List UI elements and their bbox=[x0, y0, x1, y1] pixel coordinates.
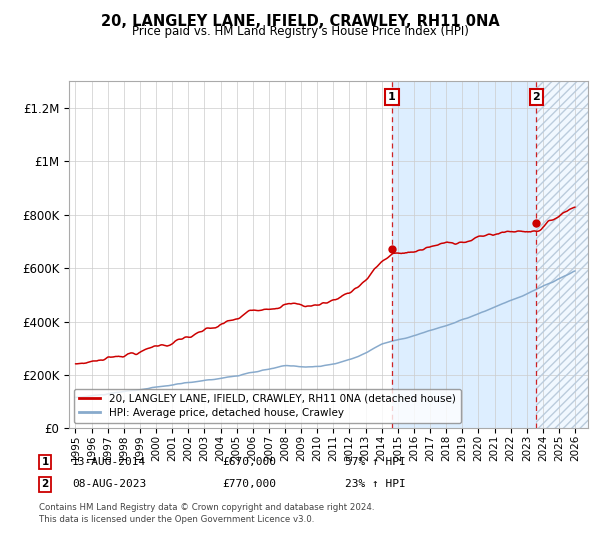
Text: £670,000: £670,000 bbox=[222, 457, 276, 467]
Bar bbox=[536, 81, 600, 428]
Text: 23% ↑ HPI: 23% ↑ HPI bbox=[345, 479, 406, 489]
Text: 57% ↑ HPI: 57% ↑ HPI bbox=[345, 457, 406, 467]
Text: This data is licensed under the Open Government Licence v3.0.: This data is licensed under the Open Gov… bbox=[39, 515, 314, 524]
Text: 2: 2 bbox=[533, 92, 541, 102]
Text: 13-AUG-2014: 13-AUG-2014 bbox=[72, 457, 146, 467]
Text: 20, LANGLEY LANE, IFIELD, CRAWLEY, RH11 0NA: 20, LANGLEY LANE, IFIELD, CRAWLEY, RH11 … bbox=[101, 14, 499, 29]
Text: 1: 1 bbox=[388, 92, 395, 102]
Bar bbox=[392, 81, 536, 428]
Text: Contains HM Land Registry data © Crown copyright and database right 2024.: Contains HM Land Registry data © Crown c… bbox=[39, 503, 374, 512]
Bar bbox=[536, 81, 600, 428]
Text: Price paid vs. HM Land Registry's House Price Index (HPI): Price paid vs. HM Land Registry's House … bbox=[131, 25, 469, 38]
Text: 08-AUG-2023: 08-AUG-2023 bbox=[72, 479, 146, 489]
Text: 1: 1 bbox=[41, 457, 49, 467]
Legend: 20, LANGLEY LANE, IFIELD, CRAWLEY, RH11 0NA (detached house), HPI: Average price: 20, LANGLEY LANE, IFIELD, CRAWLEY, RH11 … bbox=[74, 389, 461, 423]
Text: £770,000: £770,000 bbox=[222, 479, 276, 489]
Text: 2: 2 bbox=[41, 479, 49, 489]
